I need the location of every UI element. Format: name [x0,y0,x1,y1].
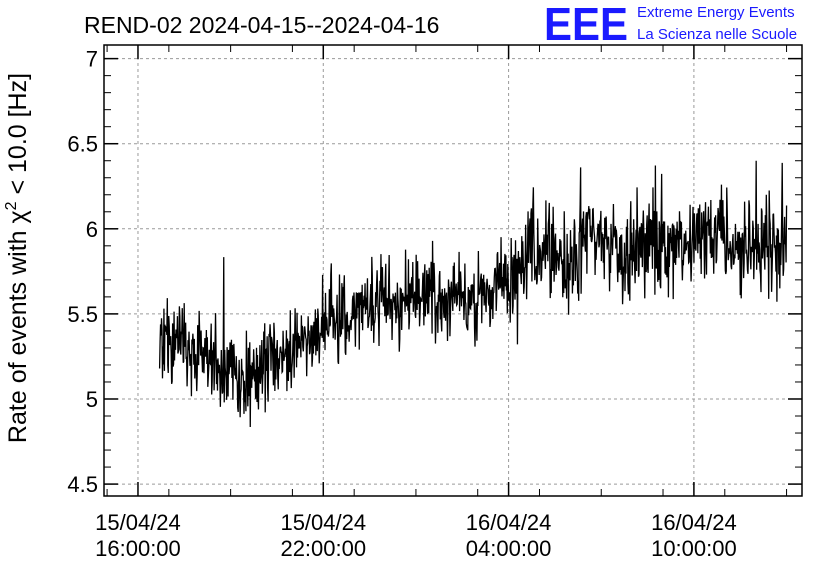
series-line [158,160,788,427]
y-tick-label: 4.5 [67,472,98,497]
y-tick-label: 5.5 [67,302,98,327]
logo-line-2: La Scienza nelle Scuole [637,26,797,43]
x-tick-label-date: 15/04/24 [280,510,366,535]
y-tick-label: 6 [86,217,98,242]
chart-title: REND-02 2024-04-15--2024-04-16 [84,12,439,38]
eee-logo-mark: EEE [544,0,628,50]
x-tick-label-time: 22:00:00 [280,536,366,561]
logo-line-1: Extreme Energy Events [637,4,795,21]
eee-logo: EEE Extreme Energy Events La Scienza nel… [544,0,797,50]
y-tick-label: 7 [86,47,98,72]
x-tick-label-time: 10:00:00 [651,536,737,561]
y-axis-label: Rate of events with χ2 < 10.0 [Hz] [3,73,32,443]
data-series [158,160,788,427]
x-tick-label-date: 15/04/24 [95,510,181,535]
y-tick-label: 6.5 [67,132,98,157]
axis-tick-labels: 4.555.566.5715/04/2416:00:0015/04/2422:0… [67,47,736,561]
axis-ticks [104,45,802,496]
x-tick-label-time: 04:00:00 [466,536,552,561]
y-tick-label: 5 [86,387,98,412]
plot-frame [103,44,803,497]
x-tick-label-time: 16:00:00 [95,536,181,561]
x-tick-label-date: 16/04/24 [651,510,737,535]
x-tick-label-date: 16/04/24 [466,510,552,535]
